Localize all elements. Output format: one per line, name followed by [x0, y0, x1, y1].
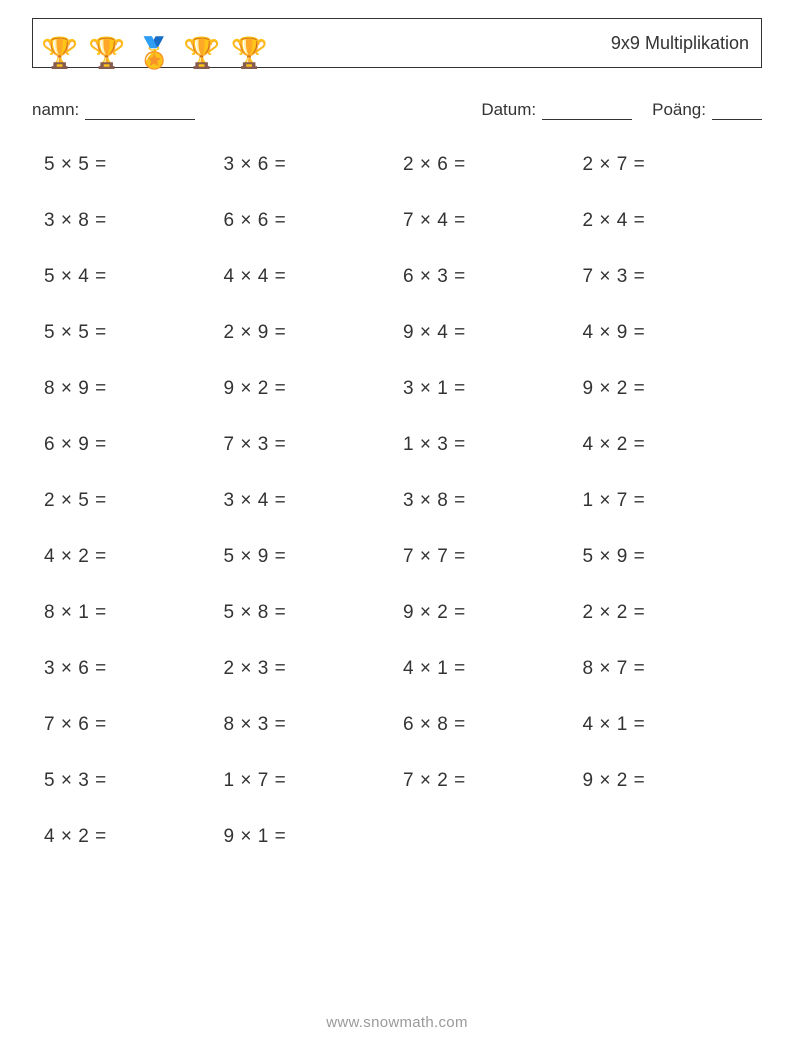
problem-cell: 1 × 3 =	[403, 434, 583, 456]
problem-cell: 2 × 9 =	[224, 322, 404, 344]
date-label: Datum:	[481, 100, 536, 120]
date-blank[interactable]	[542, 100, 632, 120]
problem-cell: 6 × 9 =	[44, 434, 224, 456]
problem-cell: 9 × 2 =	[583, 378, 763, 400]
problem-cell: 2 × 5 =	[44, 490, 224, 512]
problem-cell: 9 × 4 =	[403, 322, 583, 344]
meta-row: namn: Datum: Poäng:	[32, 100, 762, 120]
problem-cell: 4 × 9 =	[583, 322, 763, 344]
problem-cell: 8 × 1 =	[44, 602, 224, 624]
problem-cell: 7 × 2 =	[403, 770, 583, 792]
problem-cell: 5 × 3 =	[44, 770, 224, 792]
problem-cell: 2 × 3 =	[224, 658, 404, 680]
problem-cell: 2 × 2 =	[583, 602, 763, 624]
problem-cell: 8 × 3 =	[224, 714, 404, 736]
header-box: 🏆 🏆 🏅 🏆 🏆 9x9 Multiplikation	[32, 18, 762, 68]
problem-cell: 3 × 6 =	[44, 658, 224, 680]
problem-cell: 3 × 8 =	[403, 490, 583, 512]
problem-cell: 5 × 9 =	[583, 546, 763, 568]
problem-cell: 9 × 1 =	[224, 826, 404, 848]
problem-cell: 5 × 5 =	[44, 322, 224, 344]
problem-cell: 2 × 6 =	[403, 154, 583, 176]
meta-right: Datum: Poäng:	[481, 100, 762, 120]
problem-cell: 3 × 6 =	[224, 154, 404, 176]
name-label: namn:	[32, 100, 79, 120]
trophy-icon: 🏆	[41, 39, 78, 69]
meta-left: namn:	[32, 100, 195, 120]
page-title: 9x9 Multiplikation	[611, 33, 749, 54]
problem-cell: 6 × 8 =	[403, 714, 583, 736]
problem-cell: 4 × 4 =	[224, 266, 404, 288]
score-blank[interactable]	[712, 100, 762, 120]
problem-cell: 3 × 4 =	[224, 490, 404, 512]
trophy-icon: 🏆	[183, 39, 220, 69]
problem-cell: 9 × 2 =	[583, 770, 763, 792]
medal-icon: 🏅	[136, 39, 173, 69]
problem-cell: 6 × 6 =	[224, 210, 404, 232]
problem-cell: 4 × 2 =	[583, 434, 763, 456]
score-label: Poäng:	[652, 100, 706, 120]
problem-cell: 5 × 9 =	[224, 546, 404, 568]
problem-cell: 5 × 8 =	[224, 602, 404, 624]
problem-cell: 1 × 7 =	[224, 770, 404, 792]
problem-cell: 3 × 1 =	[403, 378, 583, 400]
problem-cell: 7 × 3 =	[224, 434, 404, 456]
footer-url: www.snowmath.com	[0, 1014, 794, 1031]
problem-cell: 7 × 4 =	[403, 210, 583, 232]
name-field: namn:	[32, 100, 195, 120]
name-blank[interactable]	[85, 100, 195, 120]
problem-cell: 7 × 6 =	[44, 714, 224, 736]
problem-cell: 6 × 3 =	[403, 266, 583, 288]
problem-cell: 2 × 4 =	[583, 210, 763, 232]
trophy-icon: 🏆	[88, 39, 125, 69]
problem-cell: 9 × 2 =	[403, 602, 583, 624]
problem-cell: 7 × 3 =	[583, 266, 763, 288]
problems-grid: 5 × 5 =3 × 6 =2 × 6 =2 × 7 =3 × 8 =6 × 6…	[32, 154, 762, 848]
trophy-icon: 🏆	[230, 39, 267, 69]
worksheet-page: 🏆 🏆 🏅 🏆 🏆 9x9 Multiplikation namn: Datum…	[0, 0, 794, 1053]
date-field: Datum:	[481, 100, 632, 120]
score-field: Poäng:	[652, 100, 762, 120]
problem-cell: 3 × 8 =	[44, 210, 224, 232]
problem-cell: 2 × 7 =	[583, 154, 763, 176]
problem-cell: 4 × 1 =	[403, 658, 583, 680]
problem-cell: 1 × 7 =	[583, 490, 763, 512]
problem-cell: 8 × 9 =	[44, 378, 224, 400]
problem-cell: 5 × 5 =	[44, 154, 224, 176]
problem-cell: 9 × 2 =	[224, 378, 404, 400]
problem-cell: 4 × 2 =	[44, 826, 224, 848]
problem-cell: 7 × 7 =	[403, 546, 583, 568]
problem-cell: 8 × 7 =	[583, 658, 763, 680]
problem-cell: 5 × 4 =	[44, 266, 224, 288]
problem-cell: 4 × 1 =	[583, 714, 763, 736]
problem-cell: 4 × 2 =	[44, 546, 224, 568]
trophy-row: 🏆 🏆 🏅 🏆 🏆	[41, 19, 268, 67]
